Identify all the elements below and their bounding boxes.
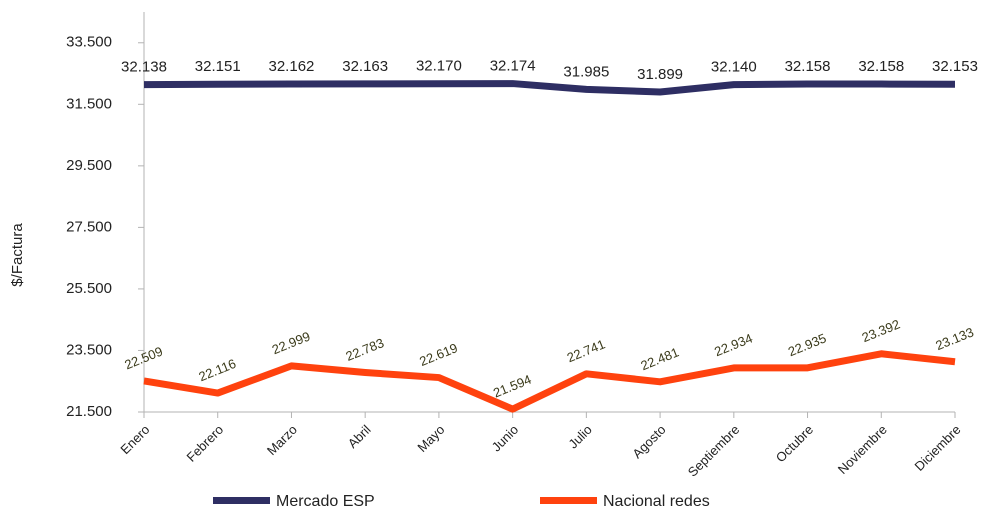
x-tick-label: Febrero <box>183 422 226 465</box>
y-tick-label: 33.500 <box>66 34 112 51</box>
data-label: 32.153 <box>932 58 978 75</box>
data-label: 22.481 <box>638 344 680 373</box>
data-label: 22.741 <box>565 336 607 365</box>
y-tick-label: 29.500 <box>66 157 112 174</box>
data-label: 21.594 <box>491 372 533 401</box>
x-tick-label: Mayo <box>414 422 447 455</box>
y-tick-label: 25.500 <box>66 280 112 297</box>
x-tick-label: Junio <box>489 422 522 455</box>
data-label: 32.174 <box>490 58 536 75</box>
data-label: 31.899 <box>637 66 683 83</box>
x-tick-label: Noviembre <box>835 422 890 477</box>
series-line <box>143 350 956 413</box>
data-label: 22.934 <box>712 330 754 359</box>
data-label: 31.985 <box>563 63 609 80</box>
x-tick-label: Septiembre <box>685 422 743 480</box>
data-label: 23.133 <box>933 324 975 353</box>
legend-label: Mercado ESP <box>276 493 375 510</box>
y-tick-label: 23.500 <box>66 341 112 358</box>
data-label: 32.158 <box>785 58 831 75</box>
x-tick-label: Agosto <box>629 422 668 461</box>
data-label: 32.170 <box>416 58 462 75</box>
data-label: 22.935 <box>786 330 828 359</box>
series-line <box>143 80 956 96</box>
legend-label: Nacional redes <box>603 493 710 510</box>
data-label: 32.158 <box>858 58 904 75</box>
x-tick-label: Octubre <box>773 422 816 465</box>
data-label: 32.140 <box>711 59 757 76</box>
legend-swatch <box>213 497 270 504</box>
data-label: 22.116 <box>197 356 239 384</box>
data-label: 32.163 <box>342 58 388 75</box>
x-tick-label: Abril <box>345 422 374 451</box>
data-label: 32.151 <box>195 58 241 75</box>
x-tick-label: Marzo <box>264 422 300 458</box>
data-label: 22.999 <box>270 328 312 357</box>
data-label: 32.138 <box>121 59 167 76</box>
data-label: 22.619 <box>417 340 459 369</box>
y-tick-label: 31.500 <box>66 95 112 112</box>
x-tick-label: Enero <box>117 422 152 457</box>
data-label: 23.392 <box>860 316 902 345</box>
data-label: 32.162 <box>269 58 315 75</box>
y-axis-label: $/Factura <box>9 223 26 287</box>
legend-swatch <box>540 497 597 504</box>
x-tick-label: Julio <box>565 422 595 452</box>
x-tick-label: Diciembre <box>912 422 964 474</box>
y-tick-label: 21.500 <box>66 403 112 420</box>
data-label: 22.783 <box>344 335 386 364</box>
y-tick-label: 27.500 <box>66 218 112 235</box>
